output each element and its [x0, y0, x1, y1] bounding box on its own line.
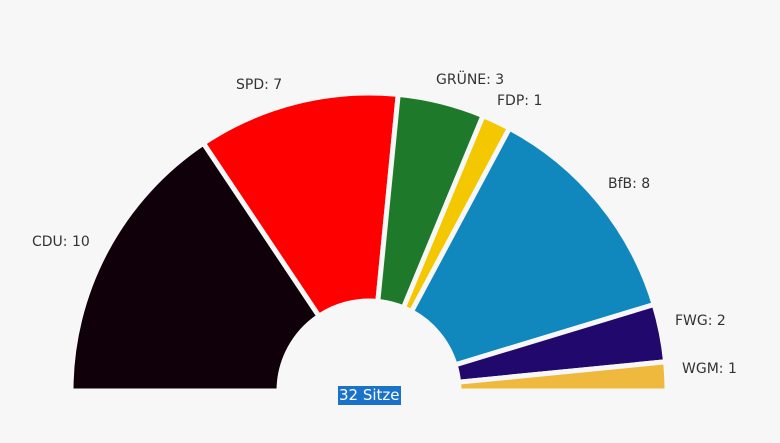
label-fdp: FDP: 1: [497, 93, 543, 109]
label-wgm: WGM: 1: [682, 361, 737, 377]
label-fwg: FWG: 2: [675, 313, 726, 329]
segment-bfb: [408, 125, 657, 368]
label-spd: SPD: 7: [236, 77, 283, 93]
segment-wgm: [456, 359, 670, 394]
total-seats-label: 32 Sitze: [338, 386, 401, 405]
label-bfb: BfB: 8: [608, 176, 651, 192]
label-gruene: GRÜNE: 3: [436, 72, 505, 88]
segment-spd: [200, 90, 401, 319]
segment-cdu: [68, 140, 322, 394]
label-cdu: CDU: 10: [32, 234, 90, 250]
